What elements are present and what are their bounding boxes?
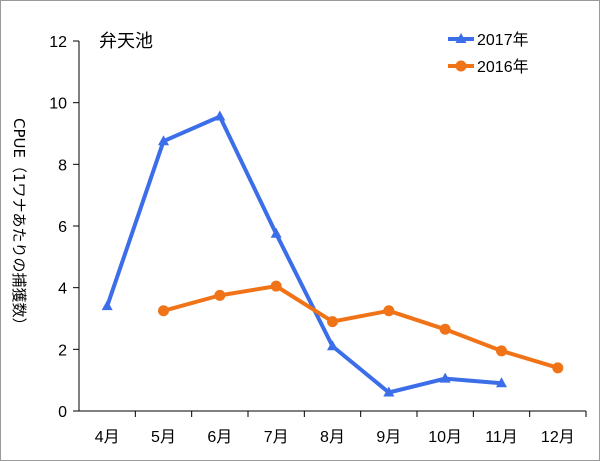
data-point xyxy=(327,316,338,328)
data-point xyxy=(383,305,395,317)
series-1 xyxy=(101,110,507,397)
y-axis-label: CPUE（1ワナあたりの捕獲数） xyxy=(10,118,28,333)
data-point xyxy=(496,345,507,357)
data-point xyxy=(101,300,113,311)
data-point xyxy=(383,386,395,397)
legend-marker xyxy=(455,33,467,43)
y-tick-label: 4 xyxy=(58,281,67,298)
data-point xyxy=(496,377,507,388)
y-tick-label: 2 xyxy=(58,342,67,359)
data-point xyxy=(214,110,226,121)
data-point xyxy=(327,340,338,351)
y-tick-label: 0 xyxy=(58,404,67,421)
data-point xyxy=(439,323,451,335)
x-tick-label: 7月 xyxy=(264,429,289,446)
legend: 2017年 2016年 xyxy=(448,31,529,76)
y-tick-label: 12 xyxy=(49,34,67,51)
data-point xyxy=(270,280,282,292)
chart-title: 弁天池 xyxy=(99,31,153,52)
legend-label: 2016年 xyxy=(477,58,529,76)
legend-marker xyxy=(455,60,467,72)
x-ticks: 4月 5月 6月 7月 8月 9月 10月 11月 12月 xyxy=(95,411,587,446)
y-tick-label: 10 xyxy=(49,96,67,113)
data-point xyxy=(214,289,226,301)
x-tick-label: 4月 xyxy=(95,429,120,446)
data-point xyxy=(158,305,169,317)
legend-label: 2017年 xyxy=(477,31,529,49)
series-line xyxy=(162,284,559,370)
x-tick-label: 8月 xyxy=(320,429,345,446)
series-layer xyxy=(101,110,564,397)
x-tick-label: 11月 xyxy=(485,429,518,446)
data-point xyxy=(270,227,282,238)
x-tick-label: 5月 xyxy=(151,429,176,446)
data-point xyxy=(439,372,451,383)
data-point xyxy=(552,362,564,374)
y-tick-label: 6 xyxy=(58,219,67,236)
series-2 xyxy=(158,280,564,374)
data-point xyxy=(158,135,169,146)
x-tick-label: 12月 xyxy=(541,429,575,446)
series-line xyxy=(105,114,502,395)
x-tick-label: 9月 xyxy=(376,429,401,446)
x-tick-label: 6月 xyxy=(207,429,232,446)
y-ticks: 0 2 4 6 8 10 12 xyxy=(49,34,79,421)
y-tick-label: 8 xyxy=(58,157,67,174)
x-tick-label: 10月 xyxy=(428,429,462,446)
